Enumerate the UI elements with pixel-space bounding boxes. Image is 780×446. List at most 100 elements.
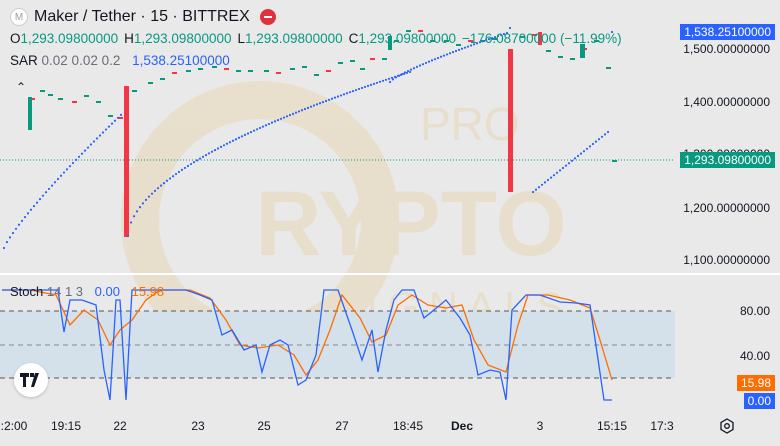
sar-dot <box>366 84 370 87</box>
sar-dot <box>490 36 494 40</box>
sar-dot <box>312 104 316 107</box>
sar-dot <box>330 97 334 100</box>
collapse-legend-icon[interactable]: ⌃ <box>16 80 27 94</box>
candle <box>132 90 137 92</box>
sar-dot <box>213 148 217 152</box>
remove-symbol-button[interactable] <box>259 9 276 25</box>
sar-dot <box>427 60 431 63</box>
sar-dot <box>421 63 425 66</box>
candle <box>394 40 399 42</box>
sar-dot <box>573 157 577 160</box>
sar-dot <box>493 35 497 39</box>
sar-dot <box>189 162 193 166</box>
sar-dot <box>445 53 449 56</box>
sar-price-tag: 1,538.25100000 <box>680 24 775 40</box>
candle <box>118 117 123 119</box>
sar-dot <box>481 40 485 43</box>
sar-dot <box>276 118 280 122</box>
sar-dot <box>285 115 289 118</box>
sar-dot <box>135 210 139 213</box>
stoch-k-line <box>2 289 612 401</box>
sar-dot <box>150 192 154 195</box>
time-axis-label: 23 <box>191 419 205 433</box>
sar-dot <box>591 142 595 146</box>
sar-dot <box>32 205 36 208</box>
sar-dot <box>210 150 214 153</box>
stoch-k-tag: 0.00 <box>743 393 775 409</box>
candle <box>538 32 542 45</box>
sar-dot <box>579 152 583 155</box>
sar-dot <box>543 181 547 184</box>
candle <box>160 78 165 80</box>
candle <box>430 40 435 42</box>
sar-dot <box>478 41 482 44</box>
sar-dot <box>279 117 283 120</box>
sar-dot <box>270 121 274 124</box>
candle <box>606 67 611 69</box>
sar-dot <box>384 78 388 81</box>
stoch-legend[interactable]: Stoch 14 1 3 0.00 15.98 <box>10 284 164 299</box>
sar-dot <box>237 136 241 139</box>
price-axis-label: 1,200.00000000 <box>683 201 770 215</box>
candle <box>492 38 497 40</box>
sar-dot <box>415 65 419 68</box>
candle <box>40 90 45 92</box>
candle <box>406 30 411 32</box>
sar-dot <box>381 79 385 82</box>
candle <box>350 60 355 62</box>
sar-dot <box>600 135 604 138</box>
sar-dot <box>95 137 99 140</box>
price-axis-label: 1,100.00000000 <box>683 253 770 267</box>
sar-dot <box>174 172 178 176</box>
tradingview-logo-icon[interactable] <box>14 363 48 397</box>
candle <box>276 72 281 74</box>
candle <box>370 58 375 60</box>
candle <box>360 68 365 70</box>
sar-dot <box>104 128 108 131</box>
sar-dot <box>391 78 395 81</box>
candle <box>96 101 101 103</box>
sar-dot <box>113 119 117 122</box>
sar-dot <box>400 72 404 76</box>
sar-dot <box>267 122 271 126</box>
sar-dot <box>231 139 235 142</box>
sar-dot <box>475 42 479 45</box>
sar-dot <box>273 120 277 123</box>
sar-legend[interactable]: SAR 0.02 0.02 0.2 1,538.25100000 <box>10 53 230 68</box>
sar-dot <box>472 43 476 46</box>
sar-dot <box>403 71 407 74</box>
sar-dot <box>92 140 96 143</box>
sar-dot <box>110 122 114 125</box>
ohlc-low-key: L <box>237 31 245 46</box>
sar-dot <box>216 147 220 150</box>
sar-dot <box>222 144 226 147</box>
candle <box>444 40 449 42</box>
sar-dot <box>561 166 565 170</box>
sar-dot <box>141 202 145 205</box>
sar-dot <box>240 135 244 138</box>
sar-dot <box>408 70 412 74</box>
price-axis-label: 1,400.00000000 <box>683 95 770 109</box>
candle <box>212 66 217 68</box>
sar-dot <box>14 227 18 230</box>
sar-dot <box>463 46 467 49</box>
sar-dot <box>606 130 610 134</box>
sar-dot <box>20 219 24 222</box>
sar-dot <box>603 133 607 136</box>
sar-dot <box>147 195 151 198</box>
sar-dot <box>162 182 166 185</box>
sar-dot <box>159 184 163 187</box>
sar-dot <box>291 112 295 115</box>
settings-gear-icon[interactable] <box>719 418 735 434</box>
sar-dot <box>204 153 208 157</box>
candle <box>326 70 331 72</box>
sar-dot <box>567 162 571 165</box>
symbol-header: M Maker / Tether · 15 · BITTREX <box>10 8 276 26</box>
sar-dot <box>303 107 307 111</box>
candle <box>570 58 575 60</box>
symbol-title[interactable]: Maker / Tether · 15 · BITTREX <box>34 8 250 25</box>
ohlc-open-value: 1,293.09800000 <box>20 31 119 46</box>
sar-dot <box>363 85 367 89</box>
time-axis-label: 15:15 <box>596 419 628 433</box>
